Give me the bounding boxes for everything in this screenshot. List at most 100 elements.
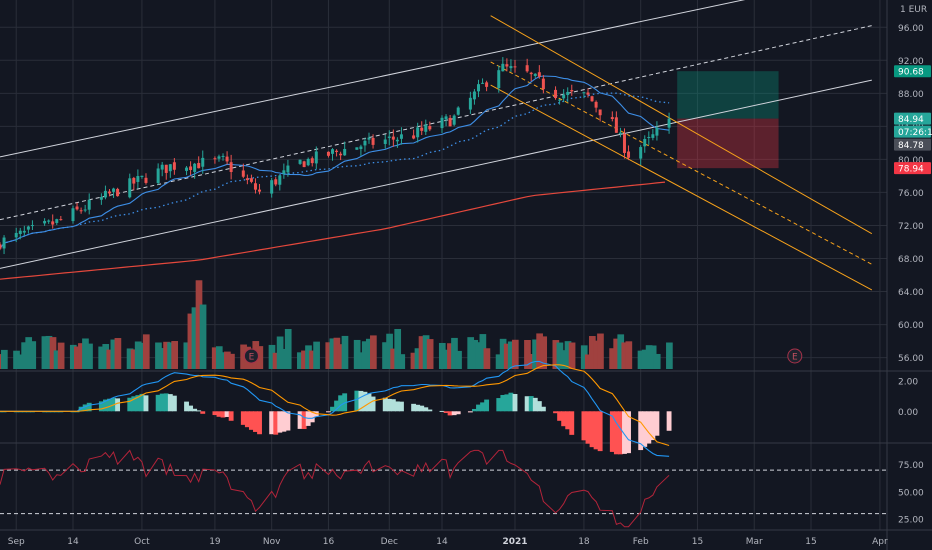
- volume-bar: [171, 341, 179, 369]
- candle-body: [570, 90, 574, 92]
- volume-bar: [78, 343, 85, 369]
- candle-body: [112, 188, 116, 192]
- macd-histogram-bar: [301, 411, 307, 430]
- earnings-circle: [243, 348, 259, 364]
- macd-histogram-bar: [609, 411, 615, 452]
- macd-histogram-bar: [257, 411, 262, 435]
- volume-bar: [163, 341, 170, 369]
- macd-histogram-bar: [512, 393, 518, 412]
- volume-bar: [365, 338, 373, 369]
- candle-body: [217, 156, 221, 159]
- candle-body: [420, 127, 424, 131]
- candle-body: [509, 66, 513, 69]
- macd-histogram-bar: [411, 403, 417, 412]
- volume-bar: [507, 341, 515, 369]
- volume-bar: [25, 337, 33, 369]
- volume-bar: [309, 350, 316, 369]
- macd-histogram-bar: [370, 396, 376, 412]
- volume-bar: [426, 339, 434, 369]
- macd-histogram-bar: [654, 411, 660, 436]
- macd-histogram-bar: [451, 411, 457, 416]
- candle-body: [452, 115, 456, 125]
- macd-histogram-bar: [309, 411, 315, 423]
- price-badge-box: [894, 65, 931, 78]
- macd-histogram-bar: [666, 411, 672, 431]
- price-badge: 84.78: [894, 138, 931, 151]
- candle-body: [18, 230, 22, 235]
- macd-histogram-bar: [139, 393, 145, 412]
- price-tick-label: 88.00: [898, 90, 924, 100]
- candle-body: [253, 183, 257, 190]
- volume-bar: [341, 335, 349, 369]
- candle-body: [326, 151, 330, 156]
- trade-stop-zone: [677, 118, 779, 169]
- volume-bar: [641, 349, 649, 369]
- volume-bar: [528, 353, 535, 369]
- volume-bar: [155, 342, 162, 369]
- volume-bar: [333, 337, 341, 369]
- volume-bar: [386, 333, 393, 369]
- candle-body: [128, 178, 132, 198]
- macd-histogram-bar: [484, 399, 490, 412]
- volume-bar: [297, 352, 304, 369]
- macd-histogram-bar: [358, 390, 364, 412]
- macd-histogram-bar: [362, 391, 368, 412]
- macd-histogram-bar: [589, 411, 595, 448]
- candle-body: [537, 72, 541, 77]
- candle-body: [43, 220, 47, 224]
- candle-body: [83, 209, 87, 211]
- candle-body: [383, 139, 387, 144]
- macd-histogram-bar: [569, 411, 575, 435]
- macd-histogram-bar: [188, 405, 194, 412]
- volume-bar: [653, 353, 661, 369]
- volume-bar: [219, 352, 227, 369]
- candle-body: [26, 226, 30, 230]
- macd-histogram-bar: [504, 394, 510, 412]
- volume-bar: [637, 350, 645, 369]
- time-tick-label: 15: [692, 537, 703, 547]
- volume-bar: [325, 342, 333, 369]
- price-badge-text: 84.78: [898, 141, 924, 151]
- candle-body: [201, 157, 205, 167]
- macd-histogram-bar: [532, 397, 538, 412]
- macd-histogram-bar: [626, 411, 631, 454]
- volume-bar: [353, 339, 361, 369]
- macd-histogram-bar: [524, 396, 530, 412]
- volume-bar: [609, 348, 616, 369]
- candle-body: [339, 153, 343, 156]
- volume-bar: [86, 343, 93, 369]
- candle-body: [270, 180, 274, 194]
- candle-body: [533, 73, 537, 76]
- earnings-label: E: [249, 353, 255, 363]
- price-badge-text: 07:26:12: [898, 128, 932, 138]
- volume-bar: [443, 349, 450, 369]
- candle-body: [55, 219, 59, 223]
- volume-bar: [256, 346, 264, 369]
- candle-body: [667, 118, 671, 128]
- volume-bar: [183, 342, 191, 369]
- macd-histogram-bar: [386, 398, 392, 412]
- macd-signal-line: [0, 364, 670, 447]
- rsi-line: [0, 449, 670, 528]
- candle-body: [168, 164, 172, 172]
- candle-body: [355, 147, 359, 150]
- macd-histogram-bar: [447, 411, 453, 416]
- macd-histogram-bar: [167, 394, 173, 412]
- volume-bar: [49, 337, 57, 369]
- time-tick-label: Oct: [134, 537, 150, 547]
- volume-bar: [159, 348, 166, 369]
- macd-histogram-bar: [224, 411, 230, 417]
- macd-histogram-bar: [553, 411, 558, 414]
- price-badge-text: 90.68: [898, 68, 924, 78]
- time-tick-label: 15: [805, 537, 816, 547]
- candle-body: [627, 151, 631, 158]
- volume-bar: [74, 346, 81, 369]
- time-tick-label: 14: [436, 537, 448, 547]
- volume-bar: [284, 329, 292, 369]
- volume-bar: [211, 347, 219, 369]
- time-tick-label: Sep: [8, 537, 25, 547]
- volume-bar: [511, 339, 519, 369]
- volume-bar: [584, 354, 592, 369]
- candle-body: [639, 147, 643, 159]
